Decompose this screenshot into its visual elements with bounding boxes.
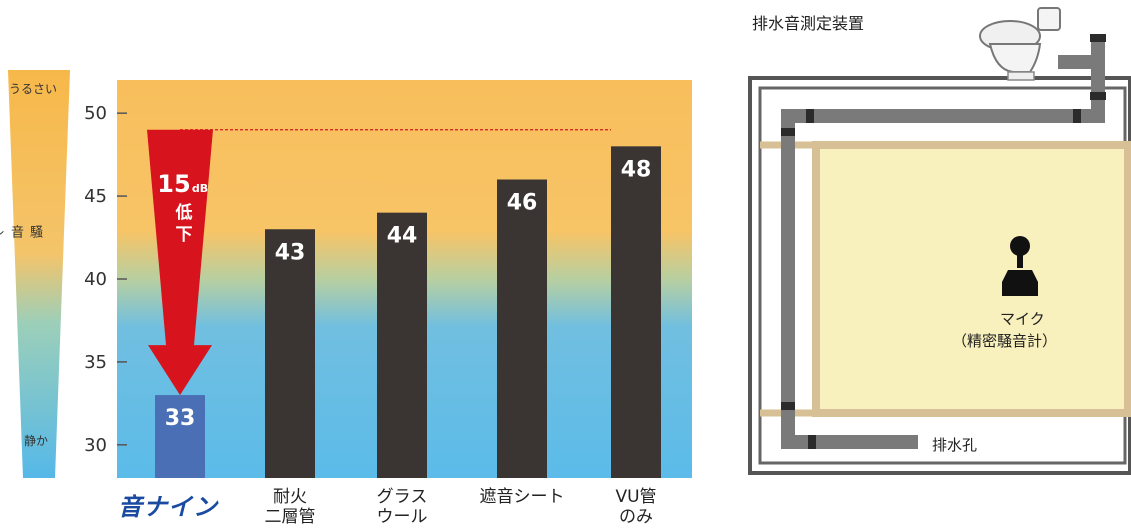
loudness-scale-bar xyxy=(8,70,70,478)
category-label-onanine-logo: 音ナイン xyxy=(118,493,218,521)
reduction-unit: dB xyxy=(192,182,208,195)
y-tick-label: 45 xyxy=(84,186,107,207)
bar xyxy=(611,146,661,479)
scale-bottom-label: 静か xyxy=(24,434,49,448)
bar xyxy=(265,229,315,478)
category-label-vu-pipe: VU管 のみ xyxy=(615,487,657,527)
toilet-icon xyxy=(979,7,1061,81)
y-axis: 30 35 40 45 50 xyxy=(84,103,127,456)
bar-value-label: 43 xyxy=(275,240,306,265)
pipe-joints xyxy=(781,34,1106,449)
microphone-icon xyxy=(1002,236,1038,296)
measurement-diagram xyxy=(748,7,1131,475)
bar-value-label: 33 xyxy=(165,406,196,431)
noise-bar-chart: 30 35 40 45 50 33 43 44 46 48 15 dB 低下 xyxy=(84,80,692,479)
category-label-glass-wool: グラス ウール xyxy=(376,487,428,527)
reduction-text: 低 xyxy=(175,202,193,223)
bar-value-label: 48 xyxy=(621,157,652,182)
reduction-annotation: 15 dB 低下 xyxy=(147,129,611,396)
bars: 33 43 44 46 48 xyxy=(155,146,661,479)
y-tick-label: 50 xyxy=(84,103,107,124)
drain-hole-label: 排水孔 xyxy=(932,436,978,454)
bar xyxy=(155,395,205,478)
bar-value-label: 46 xyxy=(507,191,538,216)
bar xyxy=(377,212,427,478)
diagram-title: 排水音測定装置 xyxy=(752,14,865,33)
reduction-arrow xyxy=(147,129,213,396)
reduction-value: 15 xyxy=(157,170,190,198)
category-label-fireproof-pipe: 耐火 二層管 xyxy=(264,487,316,527)
y-tick-label: 35 xyxy=(84,352,107,373)
y-tick-label: 40 xyxy=(84,269,107,290)
y-tick-label: 30 xyxy=(84,435,107,456)
scale-top-label: うるさい xyxy=(9,82,58,96)
mic-label: マイク xyxy=(1000,310,1045,328)
room xyxy=(812,141,1131,417)
mic-sublabel: （精密騒音計） xyxy=(952,332,1058,350)
bar-value-label: 44 xyxy=(387,224,418,249)
reduction-text: 下 xyxy=(176,225,193,245)
bar xyxy=(497,179,547,478)
category-label-sound-sheet: 遮音シート xyxy=(479,487,565,507)
